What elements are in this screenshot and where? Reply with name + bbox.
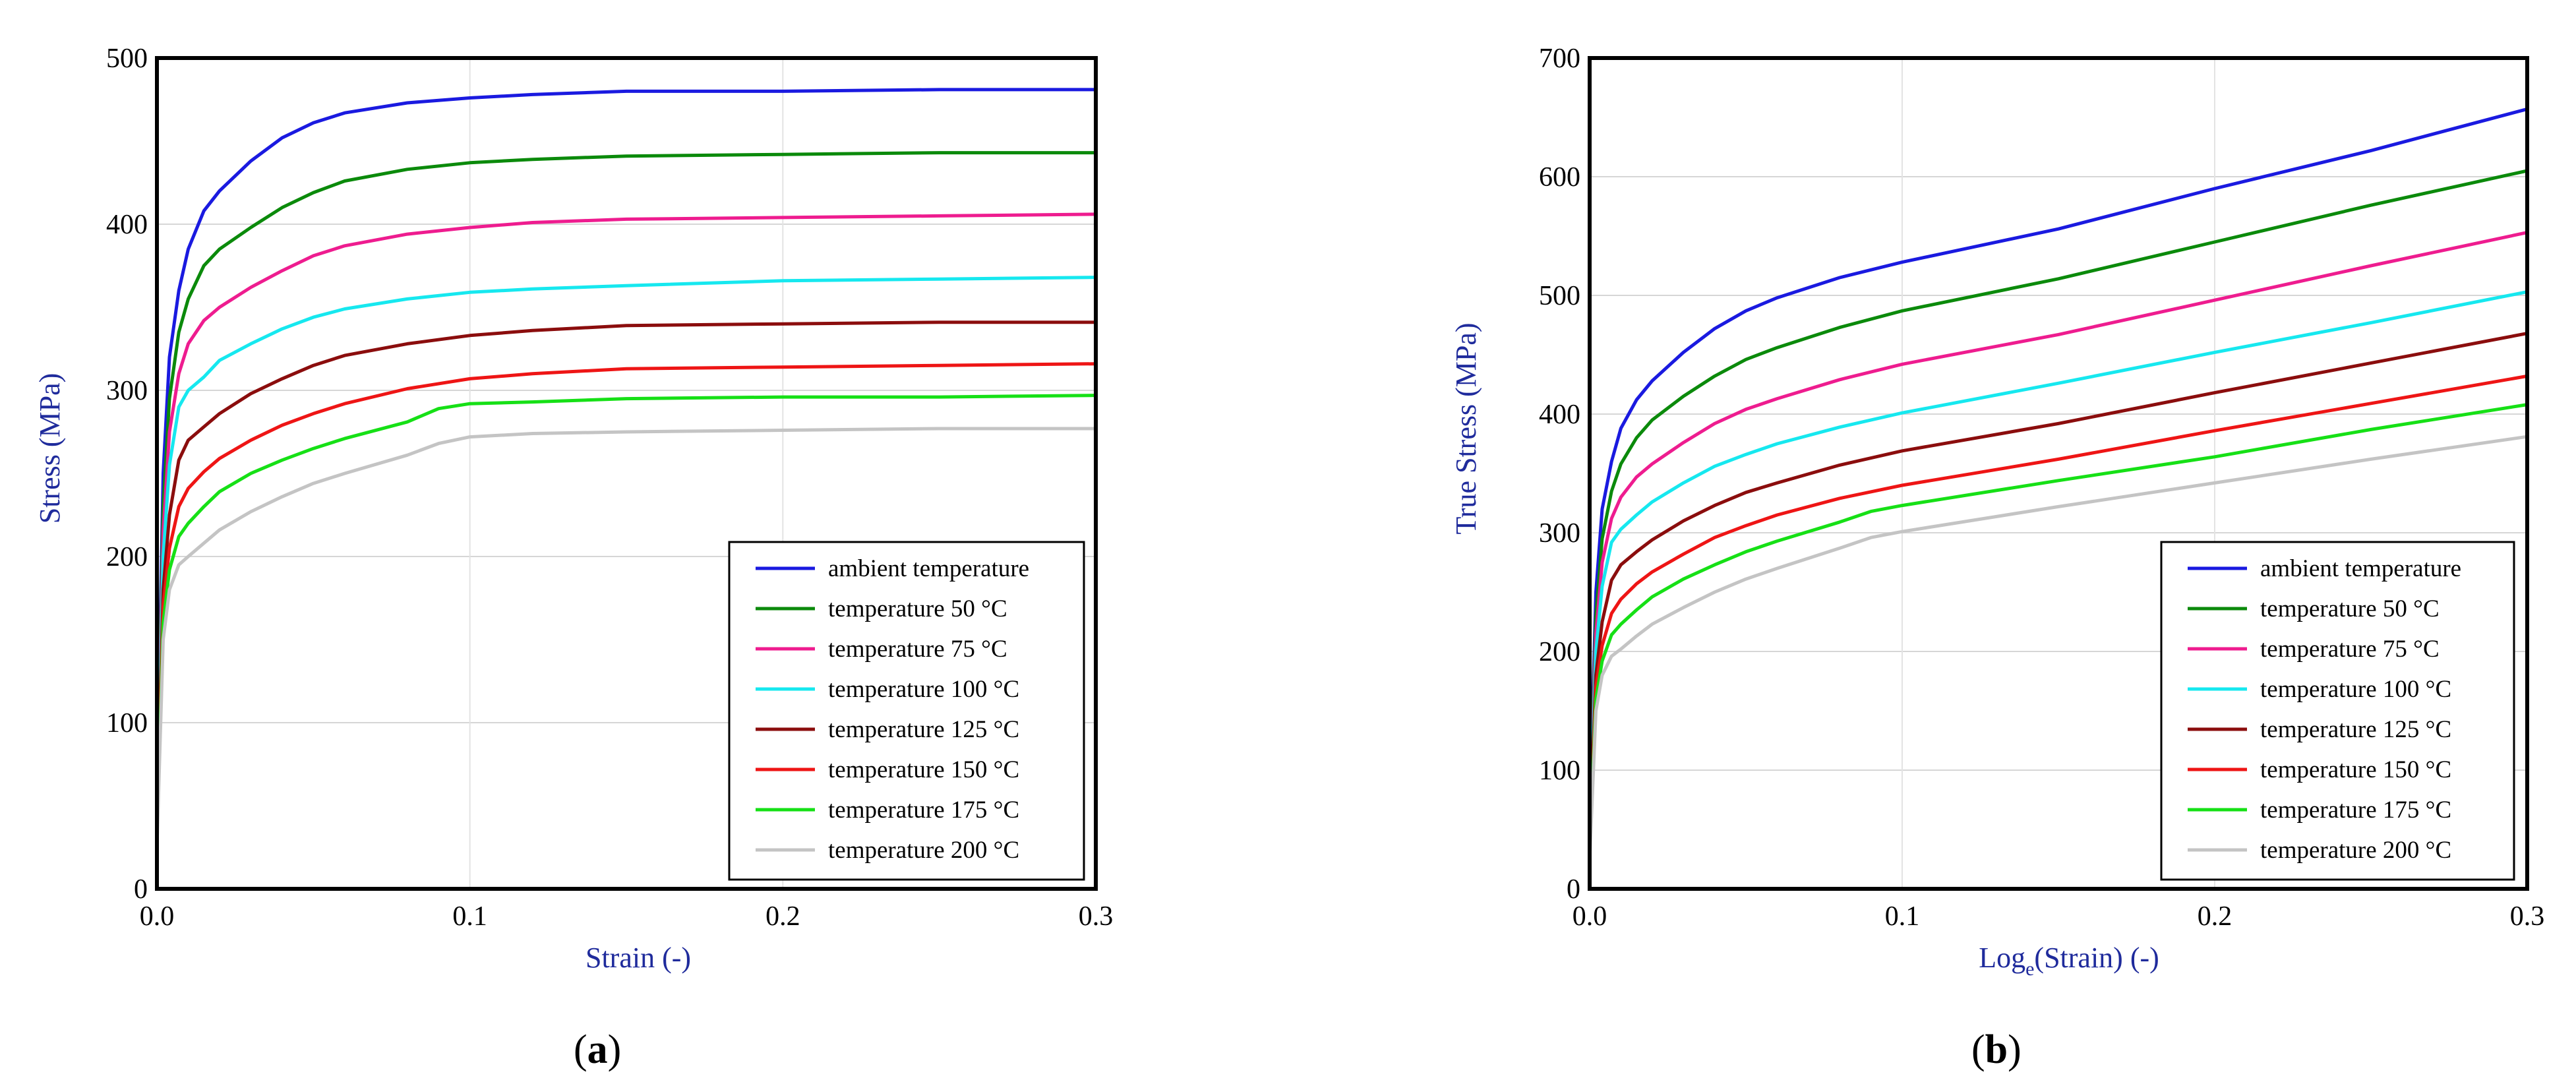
panel-b-legend-label-5: temperature 150 °C	[2260, 756, 2451, 783]
panel-b-series-line-3	[1588, 290, 2529, 837]
panel-a-series	[155, 88, 1098, 849]
panel-a-legend-label-0: ambient temperature	[828, 555, 1029, 582]
panel-b-legend-label-4: temperature 125 °C	[2260, 716, 2451, 743]
panel-a-caption: (a)	[574, 1027, 621, 1072]
panel-a-series-line-5	[155, 362, 1098, 833]
panel-a-series-line-1	[155, 151, 1098, 799]
panel-a-series-line-2	[155, 212, 1098, 808]
panel-a-plot-frame	[155, 56, 1098, 891]
panel-b-y-tick-label: 500	[1539, 281, 1580, 311]
panel-b-x-ticks: 0.0 0.1 0.2 0.3	[1573, 901, 2545, 932]
panel-a-caption-letter: a	[587, 1027, 608, 1072]
panel-b-caption: (b)	[1971, 1027, 2022, 1072]
panel-a-x-tick-label: 0.0	[140, 901, 175, 932]
panel-a-y-axis-title: Stress (MPa)	[34, 373, 66, 524]
panel-a-y-tick-label: 200	[106, 542, 148, 572]
panel-b-series-line-4	[1588, 332, 2529, 843]
panel-a-x-tick-label: 0.3	[1079, 901, 1114, 932]
panel-b-series-line-0	[1588, 107, 2529, 820]
panel-b-y-tick-label: 0	[1567, 874, 1580, 905]
panel-b-x-axis-title: Loge(Strain) (-)	[1979, 942, 2159, 980]
panel-a-legend-label-2: temperature 75 °C	[828, 636, 1007, 663]
panel-a-legend-box	[728, 541, 1085, 881]
panel-b-legend-label-6: temperature 175 °C	[2260, 797, 2451, 824]
panel-b-x-axis-title-rest: (Strain) (-)	[2034, 942, 2159, 974]
panel-a-x-ticks: 0.0 0.1 0.2 0.3	[140, 901, 1114, 932]
panel-b-y-tick-label: 600	[1539, 162, 1580, 193]
panel-b-legend: ambient temperature temperature 50 °C temp…	[2160, 541, 2515, 881]
panel-a-chart: 0.0 0.1 0.2 0.3 0 100 200 300 400 500 Strain (-)…	[34, 44, 1113, 1072]
panel-b-legend-label-3: temperature 100 °C	[2260, 676, 2451, 703]
panel-a-series-line-6	[155, 394, 1098, 841]
panel-a-series-line-4	[155, 320, 1098, 824]
panel-b-series-line-1	[1588, 169, 2529, 826]
panel-b-series	[1588, 107, 2529, 861]
panel-b-x-tick-label: 0.0	[1573, 901, 1607, 932]
panel-a-x-tick-label: 0.1	[452, 901, 487, 932]
panel-a-legend-label-6: temperature 175 °C	[828, 797, 1019, 824]
panel-a-series-line-7	[155, 427, 1098, 849]
panel-b-legend-label-1: temperature 50 °C	[2260, 595, 2440, 622]
panel-b-series-line-6	[1588, 403, 2529, 855]
panel-a-y-tick-label: 400	[106, 210, 148, 240]
panel-b-x-tick-label: 0.1	[1885, 901, 1920, 932]
panel-b-legend-label-2: temperature 75 °C	[2260, 636, 2440, 663]
panel-a-y-ticks: 0 100 200 300 400 500	[106, 44, 148, 905]
panel-b-legend-label-7: temperature 200 °C	[2260, 837, 2451, 864]
panel-a-x-tick-label: 0.2	[765, 901, 800, 932]
panel-b-x-axis-title-sub: e	[2025, 958, 2034, 980]
panel-a-legend-label-3: temperature 100 °C	[828, 676, 1019, 703]
panel-b-x-tick-label: 0.2	[2198, 901, 2232, 932]
panel-b-y-tick-label: 100	[1539, 756, 1580, 786]
panel-a-legend-label-7: temperature 200 °C	[828, 837, 1019, 864]
panel-b-series-line-2	[1588, 231, 2529, 831]
panel-b-y-tick-label: 700	[1539, 44, 1580, 74]
panel-a-series-line-3	[155, 276, 1098, 816]
panel-b-y-tick-label: 300	[1539, 518, 1580, 549]
panel-b-y-tick-label: 200	[1539, 637, 1580, 667]
panel-b-legend-label-0: ambient temperature	[2260, 555, 2461, 582]
panel-b-series-line-5	[1588, 374, 2529, 849]
panel-b-caption-letter: b	[1985, 1027, 2008, 1072]
panel-a-y-tick-label: 500	[106, 44, 148, 74]
panel-b-y-tick-label: 400	[1539, 400, 1580, 430]
panel-b-x-tick-label: 0.3	[2510, 901, 2545, 932]
panel-b-y-ticks: 0 100 200 300 400 500 600 700	[1539, 44, 1580, 905]
panel-b-y-axis-title: True Stress (MPa)	[1450, 322, 1482, 534]
panel-a-y-tick-label: 0	[134, 874, 148, 905]
panel-a-x-axis-title: Strain (-)	[585, 942, 691, 974]
panel-b-legend-box	[2160, 541, 2515, 881]
panel-b-plot-frame	[1588, 56, 2529, 891]
panel-a-y-tick-label: 100	[106, 708, 148, 738]
panel-a-legend: ambient temperature temperature 50 °C temp…	[728, 541, 1085, 881]
panel-b-chart: 0.0 0.1 0.2 0.3 0 100 200 300 400 500 600 700 Loge…	[1450, 44, 2544, 1072]
panel-a-legend-label-1: temperature 50 °C	[828, 595, 1007, 622]
panel-b-x-axis-title-main: Log	[1979, 942, 2025, 974]
panel-a-legend-label-5: temperature 150 °C	[828, 756, 1019, 783]
panel-b-series-line-7	[1588, 435, 2529, 861]
panel-a-series-line-0	[155, 88, 1098, 791]
panel-a-legend-label-4: temperature 125 °C	[828, 716, 1019, 743]
panel-a-y-tick-label: 300	[106, 376, 148, 406]
